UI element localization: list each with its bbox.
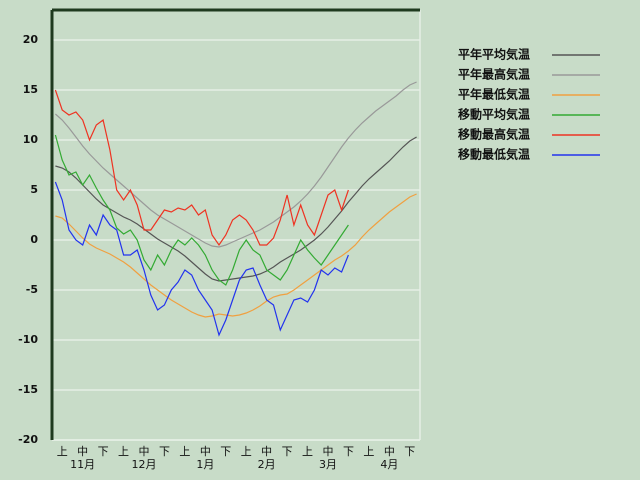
- y-tick-label: 15: [23, 83, 38, 96]
- series-line: [55, 136, 417, 282]
- month-label: 4月: [380, 458, 398, 471]
- y-tick-label: 20: [23, 33, 39, 46]
- y-tick-label: -5: [26, 283, 38, 296]
- x-tick-label: 下: [282, 445, 293, 458]
- legend-label: 平年最低気温: [458, 87, 530, 102]
- legend-label: 移動平均気温: [458, 107, 530, 122]
- x-tick-label: 下: [220, 445, 231, 458]
- x-tick-label: 上: [302, 445, 313, 458]
- y-tick-label: 5: [30, 183, 38, 196]
- x-tick-label: 中: [384, 445, 395, 458]
- y-tick-label: 10: [23, 133, 39, 146]
- x-tick-label: 中: [261, 445, 272, 458]
- series-line: [54, 181, 349, 337]
- series-line: [55, 193, 417, 318]
- series-line: [54, 134, 349, 286]
- x-tick-label: 上: [118, 445, 129, 458]
- legend-label: 移動最低気温: [458, 147, 530, 162]
- x-tick-label: 下: [159, 445, 170, 458]
- x-tick-label: 上: [363, 445, 374, 458]
- x-tick-label: 上: [57, 445, 68, 458]
- y-tick-label: -10: [18, 333, 38, 346]
- x-tick-label: 中: [139, 445, 150, 458]
- series-line: [54, 89, 349, 247]
- y-tick-label: 0: [30, 233, 38, 246]
- x-tick-label: 上: [179, 445, 190, 458]
- legend-label: 移動最高気温: [458, 127, 530, 142]
- month-label: 3月: [319, 458, 337, 471]
- month-label: 2月: [258, 458, 276, 471]
- month-label: 1月: [196, 458, 214, 471]
- x-tick-label: 下: [343, 445, 354, 458]
- month-label: 11月: [70, 458, 95, 471]
- legend-label: 平年平均気温: [458, 47, 530, 62]
- x-tick-label: 中: [200, 445, 211, 458]
- y-tick-label: -15: [18, 383, 38, 396]
- y-tick-label: -20: [18, 433, 38, 446]
- series-line: [55, 81, 417, 248]
- x-tick-label: 下: [404, 445, 415, 458]
- x-tick-label: 下: [98, 445, 109, 458]
- legend-label: 平年最高気温: [458, 67, 530, 82]
- month-label: 12月: [132, 458, 157, 471]
- x-tick-label: 中: [77, 445, 88, 458]
- x-tick-label: 中: [323, 445, 334, 458]
- x-tick-label: 上: [241, 445, 252, 458]
